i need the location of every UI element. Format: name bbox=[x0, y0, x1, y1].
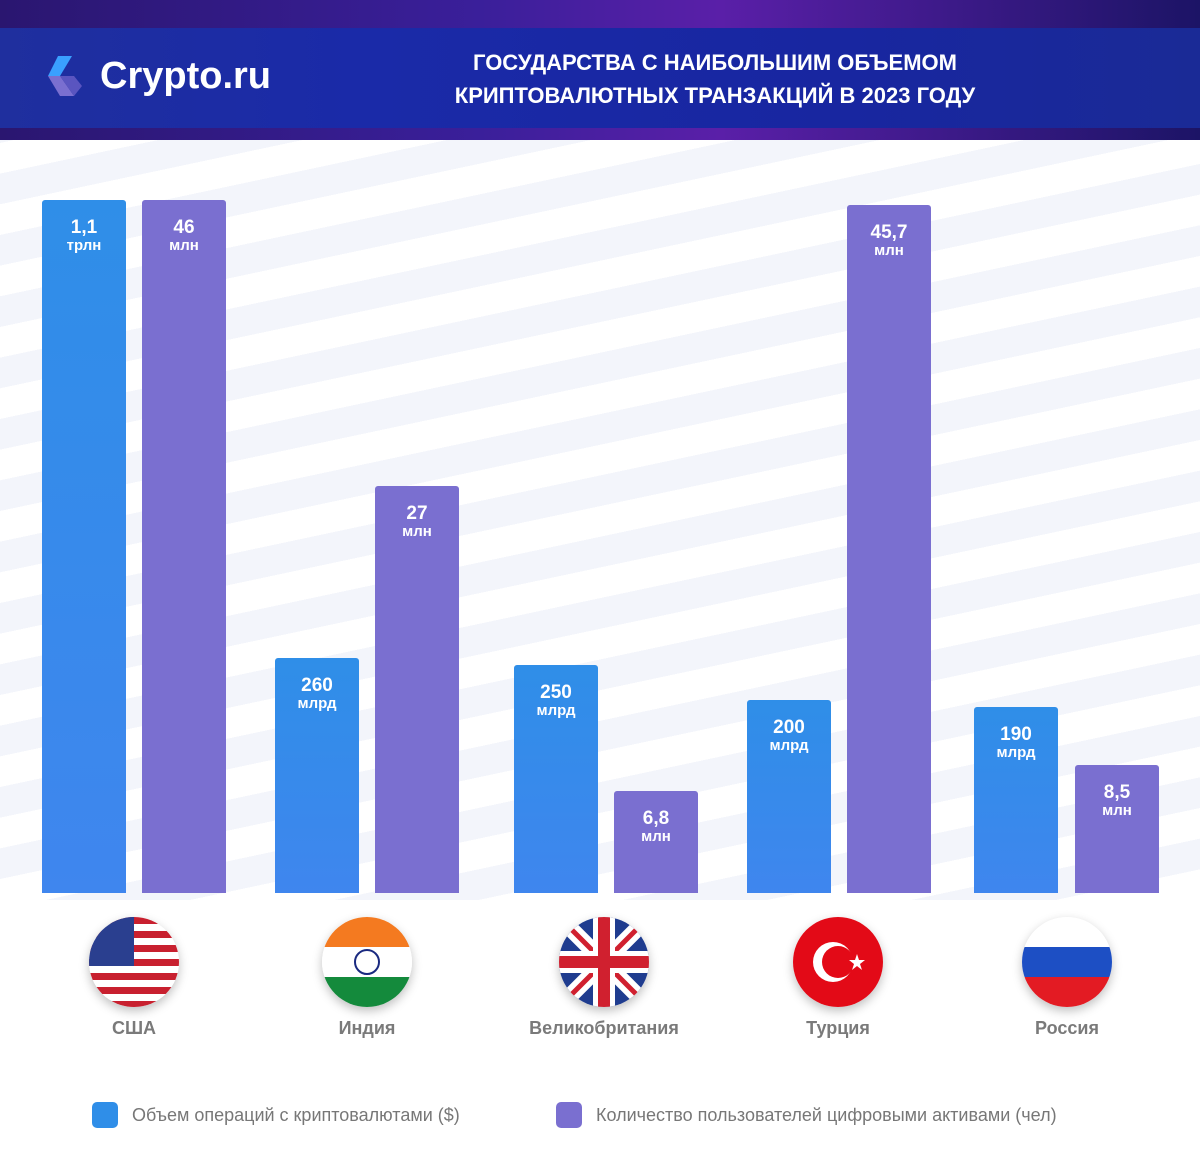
category-label: Индия bbox=[338, 1018, 396, 1038]
bar: 200 млрд bbox=[747, 700, 831, 893]
title-line-1: ГОСУДАРСТВА С НАИБОЛЬШИМ ОБЪЕМОМ bbox=[473, 50, 957, 75]
bar: 190 млрд bbox=[974, 707, 1058, 893]
title-line-2: КРИПТОВАЛЮТНЫХ ТРАНЗАКЦИЙ В 2023 ГОДУ bbox=[454, 83, 976, 108]
data-label-value: 27 bbox=[406, 503, 428, 525]
data-label-unit: млн bbox=[1102, 801, 1132, 819]
bar: 250 млрд bbox=[514, 664, 598, 893]
data-label-unit: млн bbox=[874, 241, 904, 259]
data-label-value: 190 bbox=[1000, 724, 1032, 746]
data-label-value: 46 bbox=[173, 217, 195, 238]
data-label-value: 200 bbox=[773, 717, 805, 739]
russia-flag bbox=[1022, 917, 1112, 1007]
crypto-logo-icon bbox=[48, 56, 82, 96]
logo-text: Crypto.ru bbox=[100, 54, 271, 97]
legend-label: Объем операций с криптовалютами ($) bbox=[132, 1104, 460, 1125]
data-label-value: 8,5 bbox=[1103, 781, 1131, 803]
data-label-value: 250 bbox=[540, 681, 572, 703]
bar: 45,7 млн bbox=[847, 204, 931, 893]
logo: Crypto.ru bbox=[38, 52, 271, 100]
data-label-unit: млн bbox=[169, 237, 199, 254]
turkey-flag bbox=[793, 917, 883, 1007]
data-label-unit: млн bbox=[641, 827, 671, 845]
legend-swatch bbox=[92, 1102, 118, 1128]
category-label: США bbox=[111, 1018, 157, 1038]
data-label-unit: млн bbox=[402, 523, 432, 541]
data-label-unit: млрд bbox=[536, 701, 576, 719]
data-label-value: 1,1 bbox=[70, 217, 98, 238]
data-label-unit: млрд bbox=[769, 737, 809, 755]
header-band bbox=[0, 28, 1200, 128]
bar: 8,5 млн bbox=[1075, 764, 1159, 893]
legend-item-volume: Объем операций с криптовалютами ($) bbox=[92, 1102, 460, 1128]
data-label-value: 260 bbox=[301, 675, 333, 697]
uk-flag bbox=[559, 917, 649, 1007]
data-label-unit: трлн bbox=[66, 237, 102, 254]
legend-swatch bbox=[556, 1102, 582, 1128]
bar: 6,8 млн bbox=[614, 790, 698, 893]
bar: 1,1 трлн bbox=[42, 200, 126, 893]
bar: 46 млн bbox=[142, 200, 226, 893]
bar: 260 млрд bbox=[275, 658, 359, 893]
data-label-unit: млрд bbox=[297, 695, 337, 713]
india-flag bbox=[322, 917, 412, 1007]
legend-item-users: Количество пользователей цифровыми актив… bbox=[556, 1102, 1057, 1128]
us-flag bbox=[89, 917, 179, 1007]
category-label: Турция bbox=[806, 1018, 870, 1038]
category-label: Россия bbox=[1035, 1018, 1099, 1038]
legend-label: Количество пользователей цифровыми актив… bbox=[596, 1104, 1057, 1125]
chart-title: ГОСУДАРСТВА С НАИБОЛЬШИМ ОБЪЕМОМ КРИПТОВ… bbox=[380, 46, 1050, 112]
bar: 27 млн bbox=[375, 486, 459, 893]
data-label-value: 6,8 bbox=[642, 807, 670, 829]
category-label: Великобритания bbox=[529, 1018, 679, 1038]
data-label-unit: млрд bbox=[996, 744, 1036, 762]
data-label-value: 45,7 bbox=[870, 221, 908, 243]
